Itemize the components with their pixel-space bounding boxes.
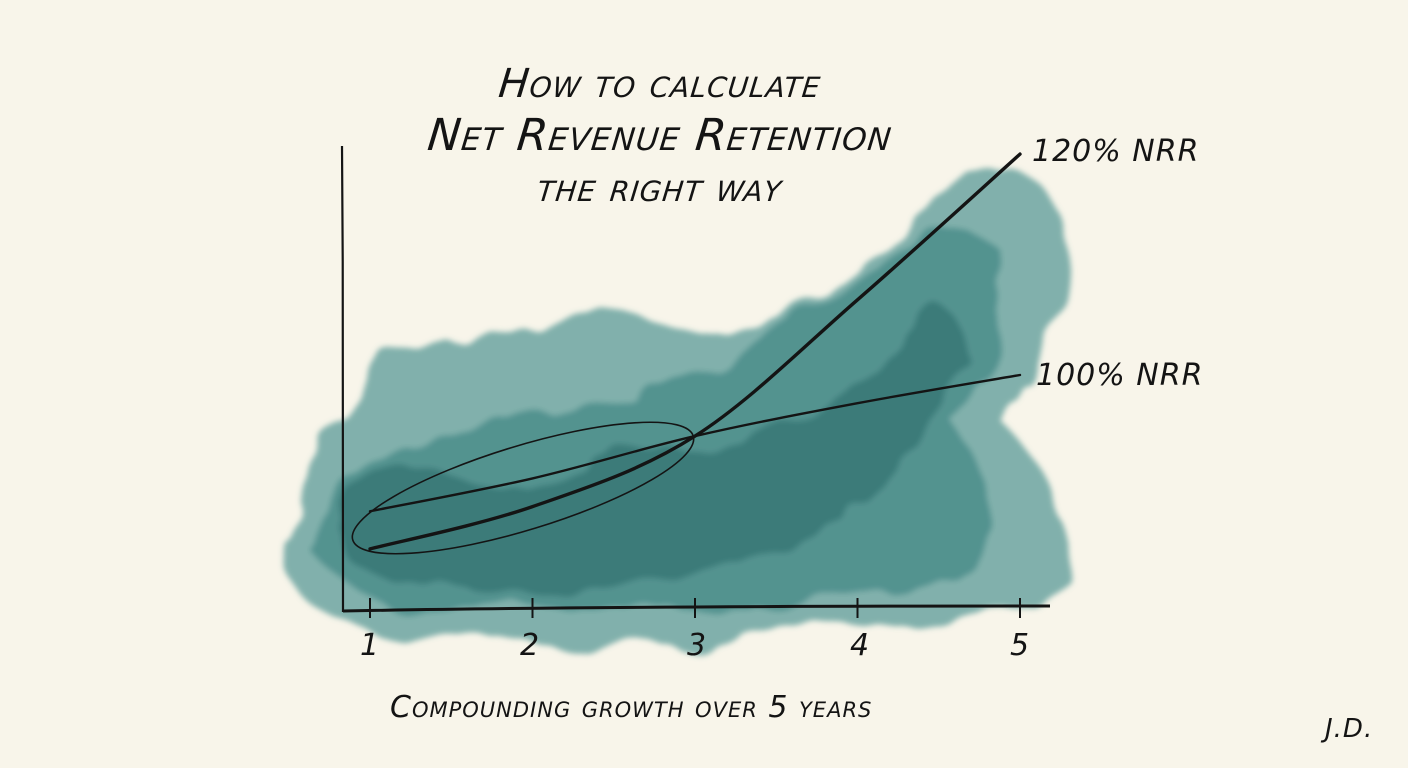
x-axis-label: Compounding growth over 5 years <box>390 690 873 725</box>
x-tick-label: 1 <box>359 628 381 663</box>
title-line-3: the right way <box>535 165 785 211</box>
series-line-120-nrr <box>368 152 1022 551</box>
x-tick-label: 5 <box>1009 628 1031 663</box>
series-label-120: 120% NRR <box>1032 134 1200 169</box>
x-tick-label: 4 <box>849 628 871 663</box>
x-tick-label: 2 <box>519 628 541 663</box>
watercolor-wash <box>277 168 1072 652</box>
y-axis <box>340 145 345 613</box>
x-tick-label: 3 <box>686 628 708 663</box>
title-line-1: How to calculate <box>496 61 824 107</box>
chart-title: How to calculate Net Revenue Retention t… <box>340 58 980 214</box>
series-line-100-nrr <box>368 373 1022 513</box>
title-line-2: Net Revenue Retention <box>425 110 895 161</box>
series-label-100: 100% NRR <box>1036 358 1204 393</box>
signature: J.D. <box>1325 714 1374 744</box>
x-axis <box>342 604 1051 613</box>
